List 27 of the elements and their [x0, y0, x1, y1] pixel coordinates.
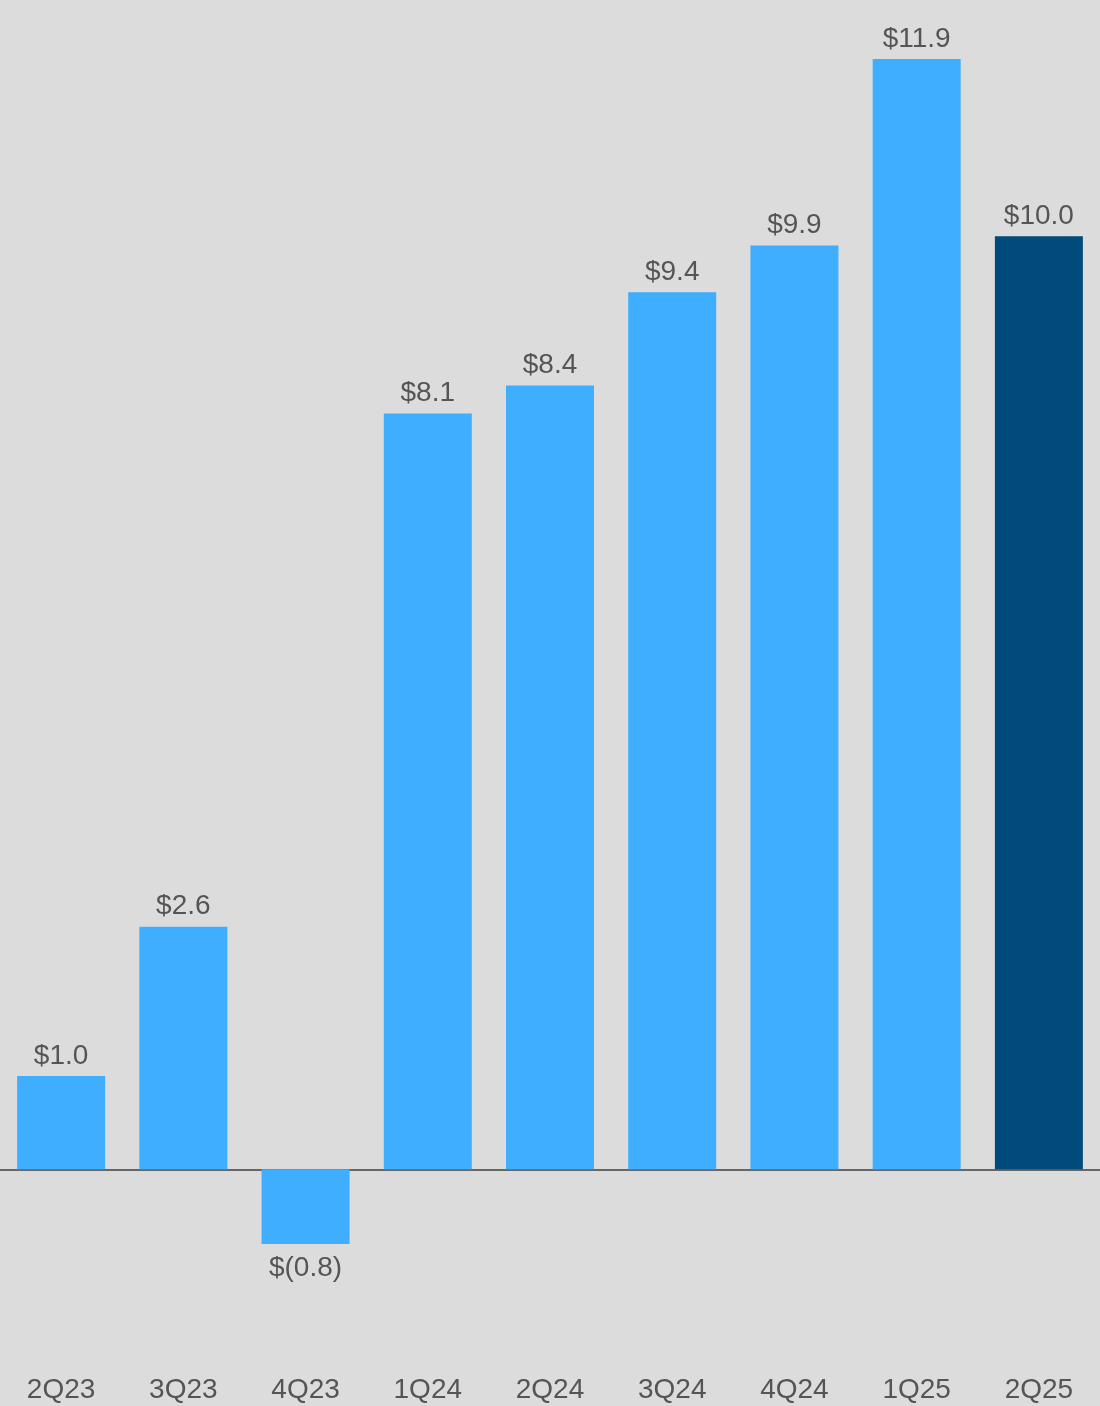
bar	[17, 1076, 106, 1170]
bar	[628, 292, 717, 1170]
data-label: $1.0	[33, 1038, 89, 1070]
x-tick-label: 3Q24	[637, 1372, 707, 1404]
data-label: $8.1	[400, 376, 456, 408]
x-tick-label: 2Q25	[1004, 1372, 1074, 1404]
data-label: $9.4	[644, 254, 700, 286]
x-tick-label: 1Q24	[393, 1372, 463, 1404]
data-label: $8.4	[522, 348, 578, 380]
data-label: $2.6	[156, 889, 211, 921]
data-label: $(0.8)	[268, 1250, 343, 1282]
x-tick-label: 3Q23	[149, 1372, 218, 1404]
bar	[994, 236, 1083, 1170]
bar	[750, 245, 839, 1170]
bar	[261, 1169, 350, 1244]
data-label: $9.9	[767, 208, 822, 240]
x-tick-label: 1Q25	[882, 1372, 951, 1404]
bar	[139, 926, 228, 1170]
x-tick-label: 2Q24	[515, 1372, 585, 1404]
bar	[383, 413, 472, 1170]
bar	[506, 385, 594, 1170]
data-label: $11.9	[882, 21, 951, 53]
data-label: $10.0	[1003, 198, 1074, 230]
x-tick-label: 4Q23	[271, 1372, 340, 1404]
bar	[872, 59, 961, 1170]
x-tick-label: 4Q24	[760, 1372, 829, 1404]
x-tick-label: 2Q23	[26, 1372, 96, 1404]
